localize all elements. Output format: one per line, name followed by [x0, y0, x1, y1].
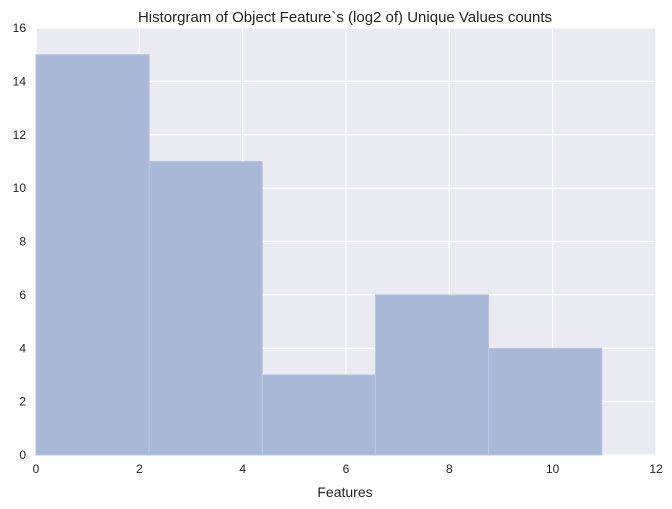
- y-tick-label: 8: [19, 235, 26, 249]
- histogram-bar: [488, 347, 603, 456]
- x-axis-label: Features: [317, 484, 372, 500]
- y-tick-labels: 0 2 4 6 8 10 12 14 16: [13, 21, 27, 462]
- x-tick-label: 8: [446, 462, 453, 476]
- histogram-bar: [148, 160, 263, 456]
- histogram-bar: [261, 374, 376, 456]
- y-tick-label: 10: [13, 181, 27, 195]
- histogram-bar: [374, 294, 490, 456]
- y-tick-label: 12: [13, 128, 27, 142]
- y-tick-label: 4: [19, 341, 26, 355]
- x-tick-label: 10: [546, 462, 560, 476]
- y-tick-label: 2: [19, 395, 26, 409]
- x-tick-labels: 0 2 4 6 8 10 12: [33, 462, 663, 476]
- x-tick-label: 6: [343, 462, 350, 476]
- histogram-bars: [35, 54, 603, 456]
- y-tick-label: 14: [13, 74, 27, 88]
- histogram-bar: [35, 54, 150, 456]
- x-tick-label: 4: [239, 462, 246, 476]
- chart-title: Historgram of Object Feature`s (log2 of)…: [138, 9, 552, 26]
- x-tick-label: 0: [33, 462, 40, 476]
- x-tick-label: 12: [649, 462, 663, 476]
- x-tick-label: 2: [136, 462, 143, 476]
- y-tick-label: 6: [19, 288, 26, 302]
- y-tick-label: 16: [13, 21, 27, 35]
- y-tick-label: 0: [19, 448, 26, 462]
